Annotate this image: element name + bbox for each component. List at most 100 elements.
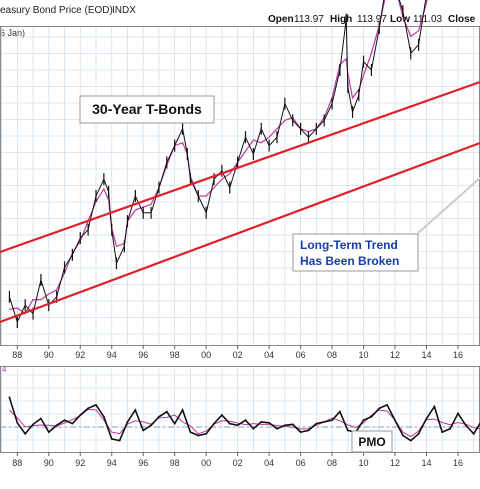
pmo-point: [102, 415, 105, 418]
pmo-point: [401, 434, 404, 437]
price-x-axis: 88 90 92 94 96 98 00 02 04 06 08 10 12 14 16: [12, 345, 463, 360]
pmo-point: [276, 427, 278, 430]
price-x-tick-label: 98: [170, 350, 180, 360]
price-x-tick-label: 16: [453, 350, 463, 360]
open-label: Open: [268, 14, 294, 25]
pmo-point: [24, 432, 27, 435]
pmo-point: [378, 407, 381, 410]
high-value: 113.97: [357, 14, 387, 25]
pmo-point: [315, 422, 318, 425]
trend-annotation: Long-Term Trend Has Been Broken: [292, 177, 480, 272]
pmo-annotation-text: PMO: [358, 435, 385, 449]
pmo-x-tick-label: 06: [296, 458, 306, 468]
pmo-x-tick-label: 04: [264, 458, 274, 468]
pmo-point: [55, 424, 58, 427]
pmo-annotation-box: [351, 430, 393, 453]
pmo-point: [181, 409, 184, 411]
trend-annotation-line2: Has Been Broken: [300, 254, 399, 268]
pmo-point: [126, 421, 129, 423]
price-x-tick-label: 08: [327, 350, 337, 360]
pmo-point: [32, 423, 34, 426]
pmo-point: [409, 439, 412, 442]
pmo-x-tick-label: 98: [170, 458, 180, 468]
pmo-point: [228, 422, 231, 425]
price-x-tick-label: 02: [233, 350, 243, 360]
pmo-signal-line: [9, 408, 480, 438]
pmo-point: [189, 431, 192, 433]
pmo-point: [441, 431, 444, 433]
pmo-point: [110, 438, 113, 440]
pmo-point: [173, 422, 176, 425]
pmo-point: [362, 419, 365, 422]
title-annotation-box: [79, 95, 215, 124]
pmo-point: [158, 415, 160, 418]
price-x-tick-label: 92: [75, 350, 85, 360]
pmo-point: [472, 432, 475, 435]
pmo-point: [197, 434, 200, 437]
pmo-point: [464, 424, 467, 427]
pmo-point: [142, 429, 145, 432]
price-x-tick-label: 10: [359, 350, 369, 360]
pmo-point: [95, 404, 97, 406]
pmo-point: [433, 405, 436, 408]
pmo-point: [16, 421, 19, 424]
trend-annotation-pointer: [417, 177, 480, 234]
pmo-point: [449, 427, 451, 430]
pmo-point: [87, 407, 90, 410]
pmo-point: [283, 424, 286, 427]
price-x-tick-label: 90: [44, 350, 54, 360]
index-label: INDX: [112, 5, 136, 16]
price-x-tick-label: 88: [12, 350, 22, 360]
pmo-point: [134, 409, 137, 411]
price-panel-frame: [0, 26, 480, 346]
chart-header: easury Bond Price (EOD) INDX Open 113.97…: [0, 5, 476, 38]
price-grid: [1, 27, 479, 345]
trend-annotation-line1: Long-Term Trend: [300, 238, 398, 252]
pmo-point: [323, 421, 326, 423]
pmo-point: [370, 415, 373, 418]
pmo-x-tick-label: 16: [453, 458, 463, 468]
low-label: Low: [390, 14, 410, 25]
date-fragment: 6 Jan): [0, 28, 25, 38]
price-x-tick-label: 00: [201, 350, 211, 360]
pmo-series: [8, 396, 480, 442]
pmo-x-tick-label: 10: [359, 458, 369, 468]
channel-lower-line: [0, 141, 480, 324]
pmo-annotation: PMO: [351, 430, 393, 453]
pmo-point: [40, 417, 42, 420]
pmo-point: [386, 404, 389, 406]
pmo-point: [63, 419, 66, 422]
pmo-point: [268, 421, 271, 424]
price-x-tick-label: 06: [296, 350, 306, 360]
low-value: 111.03: [413, 14, 443, 25]
pmo-x-tick-label: 90: [44, 458, 54, 468]
price-series: [8, 0, 428, 328]
pmo-x-tick-label: 88: [12, 458, 22, 468]
pmo-x-tick-label: 96: [138, 458, 148, 468]
pmo-point: [118, 439, 121, 442]
pmo-x-tick-label: 02: [233, 458, 243, 468]
pmo-point: [150, 424, 152, 427]
pmo-x-tick-label: 94: [107, 458, 117, 468]
close-label: Close: [448, 14, 476, 25]
pmo-point: [236, 424, 239, 427]
pmo-x-tick-label: 12: [390, 458, 400, 468]
pmo-point: [425, 417, 428, 420]
channel-upper-line: [0, 80, 480, 254]
pmo-point: [79, 414, 82, 416]
price-x-tick-label: 96: [138, 350, 148, 360]
pmo-point: [331, 419, 333, 422]
price-x-tick-label: 04: [264, 350, 274, 360]
pmo-marker: 4: [2, 365, 7, 374]
pmo-x-tick-label: 92: [75, 458, 85, 468]
pmo-x-tick-label: 14: [421, 458, 431, 468]
pmo-point: [394, 419, 396, 422]
pmo-point: [252, 427, 255, 430]
open-value: 113.97: [294, 14, 324, 25]
pmo-point: [307, 429, 310, 432]
pmo-signal-polyline: [9, 408, 480, 438]
trend-annotation-box: [292, 233, 419, 272]
pmo-point: [205, 432, 208, 435]
